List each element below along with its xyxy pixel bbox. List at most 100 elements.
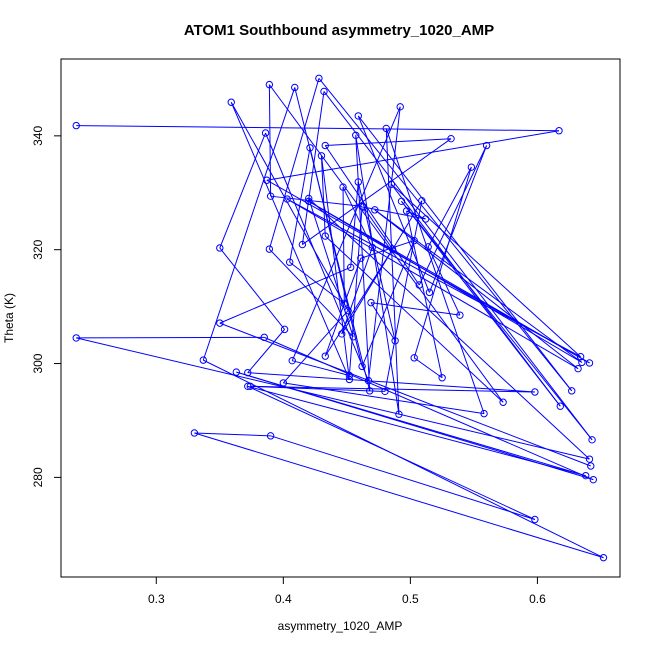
data-point xyxy=(387,180,396,188)
data-point xyxy=(397,197,406,206)
series-segment xyxy=(374,209,583,363)
data-point xyxy=(345,371,354,380)
data-point xyxy=(371,206,379,214)
series-segment xyxy=(309,147,363,367)
x-tick-label: 0.4 xyxy=(275,592,292,606)
series-segment xyxy=(406,210,443,378)
series-segment xyxy=(318,78,573,392)
data-point xyxy=(317,152,326,160)
series-segment xyxy=(264,336,594,481)
data-point xyxy=(265,80,274,89)
series-segment xyxy=(289,261,345,305)
data-point xyxy=(358,362,366,371)
data-point xyxy=(368,243,376,252)
series-segment xyxy=(324,248,394,357)
data-point xyxy=(410,236,418,245)
data-point xyxy=(499,398,507,406)
data-point xyxy=(227,98,235,106)
data-point xyxy=(367,298,375,307)
data-point xyxy=(216,244,224,252)
data-point xyxy=(581,471,590,480)
series-segment xyxy=(360,240,415,259)
data-point xyxy=(467,163,476,171)
data-point xyxy=(260,333,268,342)
data-point xyxy=(345,375,354,384)
series-points xyxy=(72,74,608,562)
data-point xyxy=(359,203,368,211)
data-point xyxy=(585,359,594,367)
data-point xyxy=(190,429,199,437)
series-segment xyxy=(390,183,581,358)
data-point xyxy=(587,462,595,470)
data-point xyxy=(321,352,329,360)
x-tick-label: 0.5 xyxy=(402,592,419,606)
series-segment xyxy=(370,302,460,316)
data-point xyxy=(576,353,585,361)
series-segment xyxy=(320,155,350,380)
data-point xyxy=(244,382,252,391)
series-segment xyxy=(413,167,472,358)
series-segment xyxy=(76,336,265,339)
data-point xyxy=(578,358,586,367)
series-segment xyxy=(401,200,593,441)
x-tick-label: 0.3 xyxy=(148,592,165,606)
series-segment xyxy=(324,235,504,403)
data-point xyxy=(280,325,289,334)
series-segment xyxy=(194,432,604,559)
series-segment xyxy=(236,371,586,477)
data-point xyxy=(315,74,323,83)
series-segment xyxy=(203,359,604,559)
data-point xyxy=(585,455,594,463)
data-point xyxy=(588,436,596,444)
data-point xyxy=(480,409,488,418)
series-segment xyxy=(219,132,267,249)
data-point xyxy=(216,319,224,327)
data-point xyxy=(354,112,362,120)
data-point xyxy=(418,197,426,205)
data-point xyxy=(285,258,294,266)
data-point xyxy=(298,240,307,249)
data-point xyxy=(447,134,455,143)
data-point xyxy=(263,176,271,184)
x-axis: 0.3 0.4 0.5 0.6 xyxy=(148,576,546,606)
data-point xyxy=(352,131,360,139)
data-point xyxy=(265,245,274,253)
series-segment xyxy=(286,198,581,358)
data-point xyxy=(388,245,397,253)
data-point xyxy=(349,333,357,341)
series-segment xyxy=(76,337,590,460)
data-point xyxy=(283,195,291,203)
data-point xyxy=(72,334,80,342)
data-point xyxy=(279,379,288,387)
series-segment xyxy=(230,102,350,380)
series-segment xyxy=(289,147,311,263)
data-point xyxy=(402,207,411,215)
x-axis-label: asymmetry_1020_AMP xyxy=(278,619,403,633)
data-point xyxy=(381,387,389,396)
data-point xyxy=(338,330,346,338)
series-segment xyxy=(370,302,396,342)
data-point xyxy=(340,300,349,308)
series-segment xyxy=(266,130,560,181)
data-point xyxy=(321,232,329,240)
data-point xyxy=(425,288,434,297)
data-point xyxy=(364,376,373,385)
series-segment xyxy=(268,248,354,338)
series-segment xyxy=(350,181,359,268)
data-point xyxy=(261,129,270,137)
y-tick-label: 300 xyxy=(31,353,45,373)
series-segment xyxy=(76,125,560,132)
series-segment xyxy=(418,145,488,286)
series-segment xyxy=(427,166,472,248)
data-point xyxy=(456,311,464,319)
chart-title: ATOM1 Southbound asymmetry_1020_AMP xyxy=(184,22,494,39)
series-segment xyxy=(292,360,350,376)
data-point xyxy=(589,475,598,484)
series-segment xyxy=(247,372,535,393)
series-segment xyxy=(302,138,452,245)
data-point xyxy=(568,387,576,395)
data-point xyxy=(246,382,254,391)
y-axis: 280 300 320 340 xyxy=(31,126,62,487)
data-point xyxy=(346,263,355,272)
series-segment xyxy=(348,206,363,376)
